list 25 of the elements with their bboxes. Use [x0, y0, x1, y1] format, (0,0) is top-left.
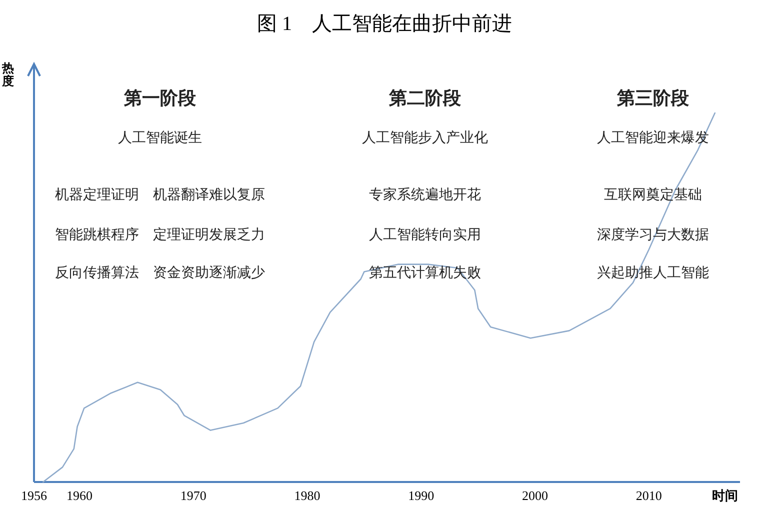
- annotation: 互联网奠定基础: [604, 187, 702, 203]
- x-axis-title: 时间: [712, 489, 738, 504]
- annotation: 智能跳棋程序 定理证明发展乏力: [55, 227, 265, 243]
- text: 第二阶段: [388, 88, 462, 109]
- annotation: 兴起助推人工智能: [597, 265, 709, 281]
- x-tick-label: 1990: [408, 488, 434, 503]
- annotation: 反向传播算法 资金资助逐渐减少: [55, 265, 265, 281]
- annotation: 机器定理证明 机器翻译难以复原: [55, 187, 265, 203]
- chart-title: 图 1 人工智能在曲折中前进: [257, 13, 512, 35]
- annotation: 人工智能转向实用: [369, 227, 481, 243]
- x-tick-label: 2000: [522, 488, 548, 503]
- annotation: 人工智能诞生: [118, 130, 202, 146]
- x-tick-label: 1960: [66, 488, 93, 503]
- y-axis-title: 热度: [1, 61, 14, 88]
- annotation: 第五代计算机失败: [369, 265, 481, 281]
- x-tick-label: 1970: [180, 488, 206, 503]
- x-tick-label: 1956: [21, 488, 48, 503]
- annotation: 人工智能迎来爆发: [597, 130, 709, 146]
- annotation: 深度学习与大数据: [597, 227, 709, 243]
- annotation: 人工智能步入产业化: [362, 130, 488, 146]
- x-tick-label: 2010: [636, 488, 662, 503]
- text: 第三阶段: [616, 88, 690, 109]
- text: 第一阶段: [123, 88, 197, 109]
- annotation: 专家系统遍地开花: [369, 187, 481, 203]
- x-tick-label: 1980: [294, 488, 320, 503]
